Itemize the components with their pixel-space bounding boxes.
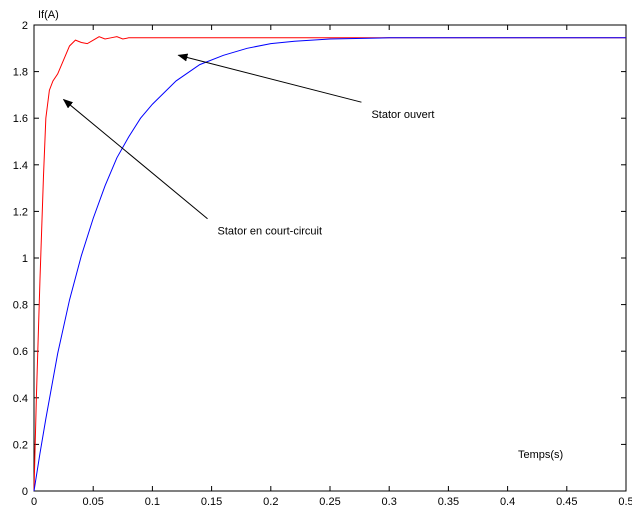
x-tick-label: 0.35 <box>438 496 459 508</box>
y-tick-label: 1.6 <box>13 113 28 125</box>
series-lines <box>33 36 626 492</box>
y-axis-label: If(A) <box>38 9 59 21</box>
y-tick-label: 1.4 <box>13 160 28 172</box>
y-tick-label: 0 <box>22 486 28 498</box>
plot-frame <box>33 24 627 492</box>
y-tick-label: 1.2 <box>13 206 28 218</box>
x-tick-label: 0.4 <box>500 496 515 508</box>
series-line-1 <box>33 36 626 492</box>
x-tick-label: 0.5 <box>618 496 632 508</box>
x-tick-label: 0.45 <box>556 496 577 508</box>
annotation-label: Stator ouvert <box>371 109 434 121</box>
x-tick-label: 0.15 <box>201 496 222 508</box>
y-tick-label: 1.8 <box>13 67 28 79</box>
x-tick-label: 0 <box>31 496 37 508</box>
x-tick-label: 0.3 <box>382 496 397 508</box>
tick-marks <box>33 24 627 492</box>
tick-labels: 0 0.05 0.1 0.15 0.2 0.25 0.3 0.35 0.4 0.45 0.5 0 0.2… <box>13 20 632 508</box>
x-tick-label: 0.05 <box>82 496 103 508</box>
x-tick-label: 0.2 <box>263 496 278 508</box>
y-tick-label: 1 <box>22 253 28 265</box>
x-tick-label: 0.25 <box>319 496 340 508</box>
annotation-arrow <box>62 98 208 220</box>
annotation-arrow <box>177 53 362 103</box>
x-tick-label: 0.1 <box>145 496 160 508</box>
series-line-2 <box>33 37 626 492</box>
y-tick-label: 0.4 <box>13 393 28 405</box>
x-axis-label: Temps(s) <box>518 449 563 461</box>
y-tick-label: 2 <box>22 20 28 32</box>
annotations: Stator ouvert Stator en court-circuit <box>62 53 434 238</box>
y-tick-label: 0.2 <box>13 439 28 451</box>
y-tick-label: 0.6 <box>13 346 28 358</box>
y-tick-label: 0.8 <box>13 300 28 312</box>
annotation-label: Stator en court-circuit <box>218 226 323 238</box>
